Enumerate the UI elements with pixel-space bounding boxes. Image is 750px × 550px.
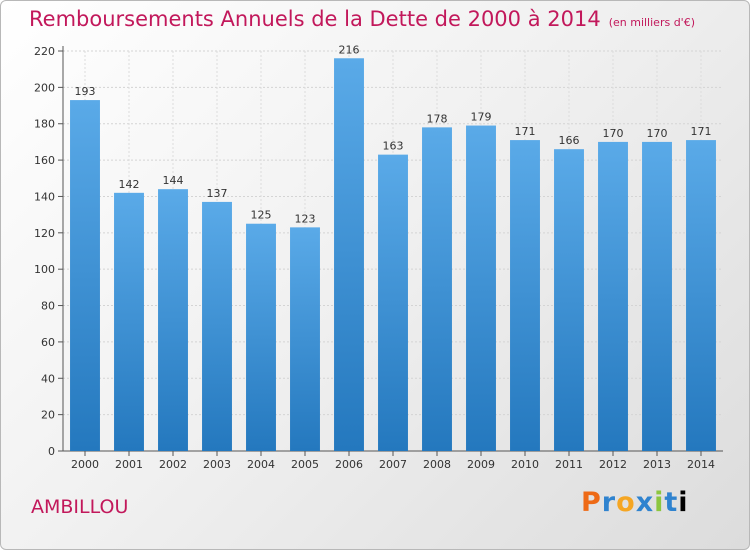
logo-letter: i [678,487,689,518]
y-tick-label: 20 [41,409,55,422]
x-tick-label-2006: 2006 [335,458,363,471]
bar-2006 [334,58,364,451]
y-tick-label: 80 [41,300,55,313]
chart-title-text: Remboursements Annuels de la Dette de 20… [29,7,601,31]
data-label-2004: 125 [251,209,272,222]
bar-2012 [598,141,628,451]
x-tick-label-2002: 2002 [159,458,187,471]
y-tick-label: 160 [34,154,55,167]
y-tick-label: 140 [34,190,55,203]
data-label-2009: 179 [471,111,492,124]
bar-2010 [510,140,540,451]
x-tick-label-2010: 2010 [511,458,539,471]
commune-name: AMBILLOU [31,496,129,518]
bar-2001 [114,192,144,451]
data-label-2006: 216 [339,43,360,56]
logo-letter: r [601,487,617,518]
data-label-2012: 170 [603,127,624,140]
data-label-2000: 193 [75,85,96,98]
logo-letter: i [654,487,665,518]
bar-2009 [466,125,496,451]
x-tick-label-2007: 2007 [379,458,407,471]
bar-2007 [378,154,408,452]
data-label-2001: 142 [119,178,140,191]
y-tick-label: 120 [34,227,55,240]
labels: 0 20 40 60 80 100 120 140 160 180 200 220 193 2000 142… [34,43,715,471]
y-tick-label: 40 [41,372,55,385]
data-label-2013: 170 [647,127,668,140]
y-tick-label: 60 [41,336,55,349]
bar-2014 [686,140,716,451]
x-tick-label-2014: 2014 [687,458,715,471]
proxiti-logo: Proxiti [581,487,689,518]
bar-2008 [422,127,452,451]
data-label-2003: 137 [207,187,228,200]
logo-letter: x [635,487,655,518]
bars [70,58,716,452]
x-tick-label-2009: 2009 [467,458,495,471]
data-label-2008: 178 [427,112,448,125]
y-tick-label: 220 [34,45,55,58]
y-tick-label: 180 [34,118,55,131]
bar-2003 [202,201,232,451]
y-tick-label: 100 [34,263,55,276]
x-tick-label-2005: 2005 [291,458,319,471]
y-tick-label: 200 [34,81,55,94]
chart-title: Remboursements Annuels de la Dette de 20… [29,7,695,31]
x-tick-label-2003: 2003 [203,458,231,471]
x-tick-label-2011: 2011 [555,458,583,471]
data-label-2011: 166 [559,134,580,147]
data-label-2010: 171 [515,125,536,138]
x-tick-label-2000: 2000 [71,458,99,471]
data-label-2002: 144 [163,174,184,187]
bar-2011 [554,149,584,451]
logo-letter: P [581,487,602,518]
bar-2002 [158,189,188,451]
logo-letter: o [616,487,636,518]
x-tick-label-2004: 2004 [247,458,275,471]
data-label-2005: 123 [295,212,316,225]
x-tick-label-2013: 2013 [643,458,671,471]
bar-2005 [290,227,320,451]
data-label-2007: 163 [383,140,404,153]
x-tick-label-2012: 2012 [599,458,627,471]
y-tick-label: 0 [48,445,55,458]
bar-2013 [642,141,672,451]
data-label-2014: 171 [691,125,712,138]
chart-unit-text: (en milliers d'€) [608,16,695,29]
logo-letter: t [664,487,679,518]
x-tick-label-2001: 2001 [115,458,143,471]
bar-2004 [246,223,276,451]
x-tick-label-2008: 2008 [423,458,451,471]
bar-2000 [70,100,100,451]
